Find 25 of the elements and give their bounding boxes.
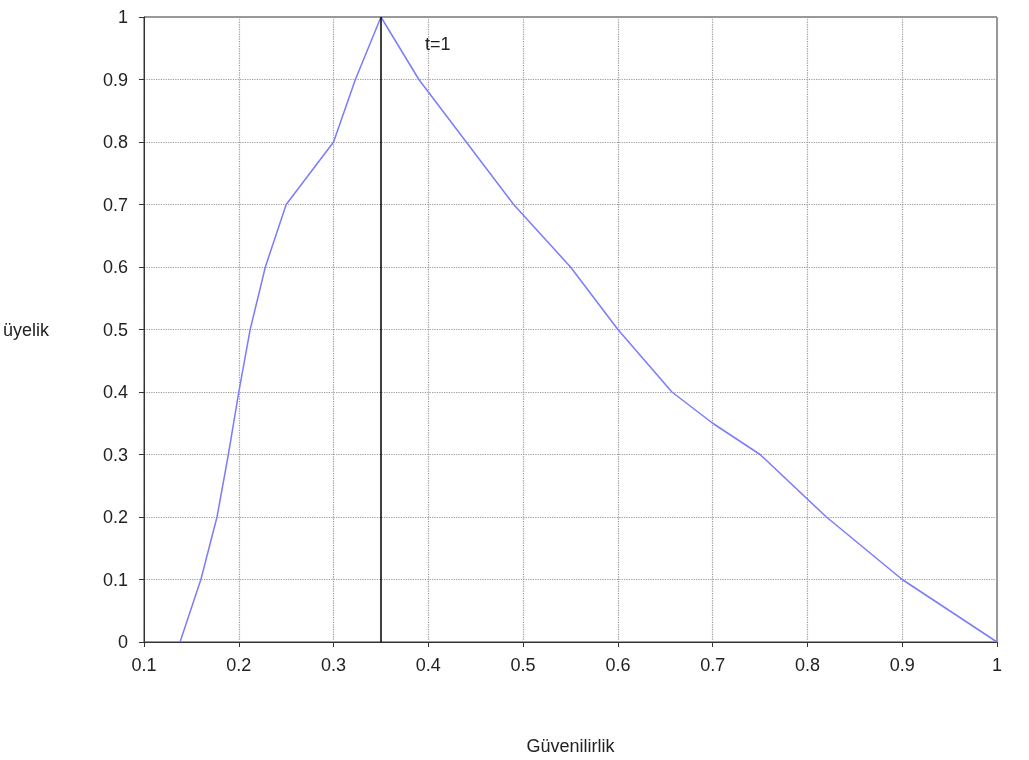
y-tick-label: 0.1 (102, 569, 129, 590)
y-tick-label: 0.4 (102, 382, 129, 402)
line-series (179, 16, 998, 643)
y-tick-label: 0.3 (102, 444, 129, 465)
annotation: t=1 (424, 34, 451, 54)
y-tick-label: 0.7 (102, 194, 129, 215)
x-tick-label: 0.8 (794, 655, 820, 675)
x-tick-label: 0.7 (700, 655, 726, 675)
y-tick-label: 0.9 (102, 69, 129, 90)
y-tick-label: 0.8 (102, 132, 129, 152)
x-tick-label: 0.9 (889, 655, 915, 675)
y-tick-label: 0 (118, 632, 129, 652)
x-tick-label: 0.1 (131, 655, 157, 675)
x-tick-label: 0.6 (605, 655, 631, 675)
x-tick-label: 0.5 (510, 655, 536, 675)
y-axis-title: üyelik (2, 319, 51, 340)
y-tick-label: 0.5 (102, 319, 129, 340)
x-tick-label: 0.4 (415, 655, 441, 675)
x-tick-label: 0.3 (321, 655, 347, 675)
x-tick-label: 1 (991, 655, 1003, 675)
y-tick-label: 0.2 (102, 507, 129, 527)
x-axis-title: Güvenilirlik (526, 736, 616, 756)
y-tick-label: 1 (118, 7, 129, 27)
x-tick-label: 0.2 (226, 655, 252, 675)
y-tick-label: 0.6 (102, 257, 129, 277)
